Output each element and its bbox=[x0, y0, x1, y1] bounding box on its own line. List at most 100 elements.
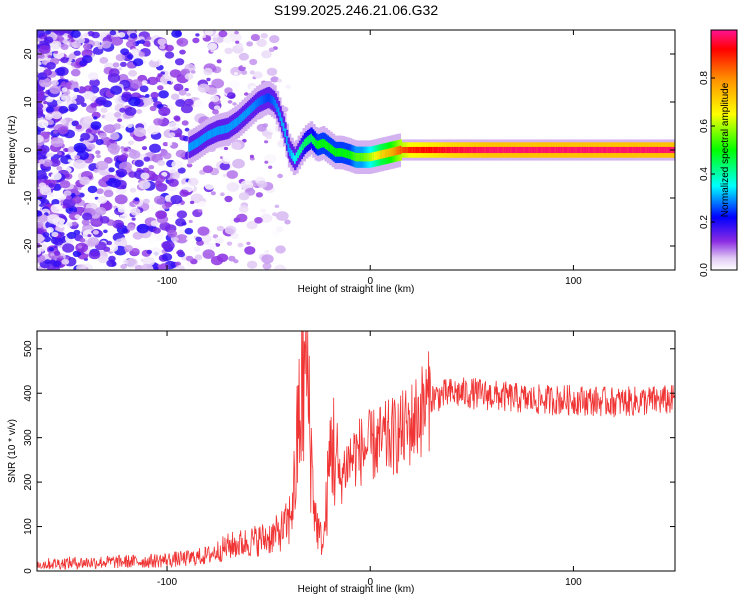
ridge-core bbox=[599, 146, 603, 154]
noise-blob bbox=[210, 255, 224, 266]
ridge-core bbox=[658, 146, 661, 154]
ridge-core bbox=[230, 121, 234, 131]
noise-blob bbox=[59, 255, 64, 259]
noise-blob bbox=[93, 168, 99, 173]
noise-blob bbox=[72, 196, 82, 204]
ridge-core bbox=[656, 146, 659, 154]
noise-blob bbox=[149, 105, 157, 112]
noise-blob bbox=[117, 204, 125, 210]
noise-blob bbox=[274, 204, 280, 208]
noise-blob bbox=[181, 221, 187, 226]
noise-blob bbox=[242, 64, 247, 68]
noise-blob bbox=[48, 183, 55, 188]
ridge-core bbox=[198, 137, 201, 146]
ridge-core bbox=[441, 146, 445, 154]
noise-blob bbox=[171, 160, 183, 170]
ridge-core bbox=[272, 97, 276, 106]
ridge-core bbox=[624, 146, 627, 154]
ridge-core bbox=[459, 146, 463, 154]
noise-blob bbox=[75, 124, 82, 130]
noise-blob bbox=[170, 194, 183, 205]
ridge-core bbox=[276, 103, 279, 112]
ridge-core bbox=[233, 119, 237, 128]
noise-blob bbox=[120, 48, 129, 55]
noise-blob bbox=[125, 125, 135, 133]
noise-blob bbox=[184, 227, 194, 235]
ridge-core bbox=[666, 146, 669, 154]
ridge-core bbox=[333, 146, 336, 156]
ridge-core bbox=[570, 146, 573, 154]
noise-blob bbox=[37, 229, 44, 235]
noise-blob bbox=[186, 236, 191, 241]
noise-blob bbox=[70, 69, 81, 77]
ridge-core bbox=[235, 118, 238, 127]
ridge-core bbox=[515, 146, 518, 154]
noise-blob bbox=[70, 30, 81, 38]
noise-blob bbox=[83, 116, 94, 124]
noise-blob bbox=[67, 159, 73, 163]
noise-blob bbox=[61, 87, 68, 92]
noise-blob bbox=[170, 93, 180, 101]
noise-blob bbox=[72, 250, 82, 257]
noise-blob bbox=[98, 132, 107, 139]
ridge-core bbox=[511, 146, 515, 154]
ridge-core bbox=[523, 146, 526, 154]
noise-blob bbox=[47, 119, 54, 126]
noise-blob bbox=[129, 32, 138, 39]
noise-blob bbox=[226, 170, 238, 179]
noise-blob bbox=[128, 70, 138, 77]
ridge-core bbox=[415, 146, 419, 154]
ridge-core bbox=[474, 146, 477, 154]
noise-blob bbox=[73, 87, 80, 93]
noise-blob bbox=[117, 171, 126, 178]
noise-blob bbox=[161, 253, 173, 262]
noise-blob bbox=[109, 30, 117, 36]
noise-blob bbox=[146, 36, 152, 41]
noise-blob bbox=[118, 154, 128, 162]
ridge-core bbox=[398, 146, 401, 155]
noise-blob bbox=[235, 42, 243, 49]
noise-blob bbox=[88, 250, 101, 260]
noise-blob bbox=[232, 102, 237, 106]
ridge-core bbox=[191, 141, 195, 150]
ridge-core bbox=[454, 146, 458, 154]
noise-blob bbox=[112, 123, 122, 130]
ridge-core bbox=[575, 146, 578, 154]
noise-blob bbox=[246, 41, 254, 47]
noise-blob bbox=[154, 174, 165, 183]
noise-blob bbox=[230, 232, 239, 240]
ridge-core bbox=[489, 146, 492, 154]
ridge-core bbox=[594, 146, 598, 154]
noise-blob bbox=[50, 252, 55, 257]
noise-blob bbox=[266, 134, 272, 140]
ridge-core bbox=[578, 146, 581, 154]
noise-blob bbox=[143, 156, 151, 162]
ridge-core bbox=[207, 130, 211, 140]
noise-blob bbox=[124, 249, 129, 253]
noise-blob bbox=[117, 32, 126, 38]
noise-blob bbox=[87, 185, 98, 194]
noise-blob bbox=[176, 210, 188, 219]
noise-blob bbox=[227, 100, 233, 104]
ridge-core bbox=[281, 117, 284, 127]
noise-blob bbox=[67, 146, 76, 153]
ridge-core bbox=[271, 95, 274, 105]
noise-blob bbox=[40, 82, 46, 87]
noise-blob bbox=[254, 217, 263, 224]
y-tick-label: 0 bbox=[23, 568, 34, 574]
noise-blob bbox=[37, 102, 44, 110]
noise-blob bbox=[59, 180, 71, 189]
noise-blob bbox=[37, 199, 41, 206]
noise-blob bbox=[44, 259, 51, 265]
ridge-core bbox=[549, 146, 552, 154]
ridge-core bbox=[337, 148, 341, 157]
noise-blob bbox=[117, 118, 123, 123]
ridge-core bbox=[220, 125, 224, 135]
noise-blob bbox=[149, 143, 161, 153]
ridge-core bbox=[493, 146, 497, 154]
noise-blob bbox=[177, 167, 186, 174]
ridge-core bbox=[399, 145, 403, 155]
ridge-core bbox=[440, 146, 443, 154]
ridge-core bbox=[432, 146, 435, 154]
ridge-core bbox=[320, 139, 323, 148]
